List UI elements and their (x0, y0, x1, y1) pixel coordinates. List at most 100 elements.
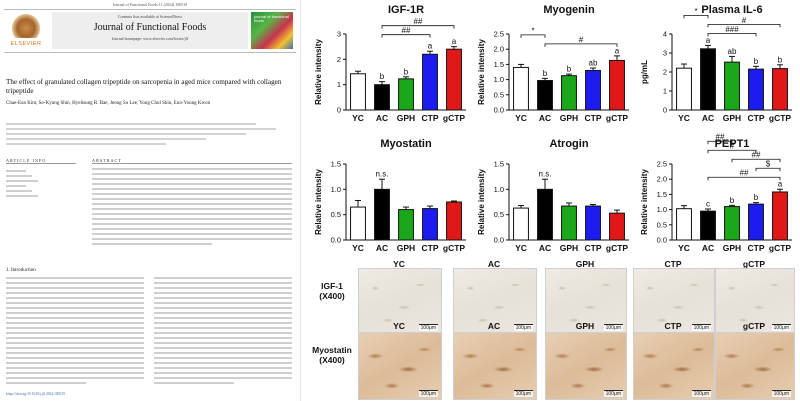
scale-bar: 100μm (418, 390, 438, 397)
y-tick-label: 2.0 (657, 175, 667, 184)
bar-yc (676, 67, 692, 111)
x-tick-label: AC (539, 113, 551, 123)
significance-letter: n.s. (539, 170, 552, 179)
chart-title: Myostatin (380, 138, 432, 150)
y-tick-label: 1.5 (494, 60, 504, 69)
bracket-label: ## (752, 151, 761, 160)
x-tick-label: CTP (748, 243, 765, 253)
scale-bar: 100μm (418, 324, 438, 331)
significance-bracket (683, 15, 709, 19)
y-axis-label: Relative intensity (640, 169, 649, 235)
significance-letter: b (380, 72, 385, 81)
bar-gctp (446, 201, 462, 241)
x-tick-label: YC (678, 113, 690, 123)
y-tick-label: 2 (337, 55, 341, 64)
y-tick-label: 3 (663, 49, 667, 58)
y-tick-label: 4 (663, 30, 667, 39)
body-line (6, 337, 144, 339)
chart-title: Myogenin (543, 4, 595, 16)
bar-gctp (609, 212, 625, 241)
affiliation-line (6, 133, 246, 135)
significance-letter: b (778, 55, 783, 64)
scale-bar: 100μm (603, 390, 623, 397)
abstract-line (92, 218, 292, 220)
scale-bar: 100μm (513, 324, 533, 331)
x-tick-label: CTP (422, 243, 439, 253)
body-line (6, 342, 144, 344)
significance-bracket (381, 34, 431, 38)
chart-igf1r: IGF-1R 0 1 2 3 Relative intensity YC AC b GPH b CTP… (312, 2, 472, 130)
body-line (154, 337, 292, 339)
abstract-line (92, 183, 292, 185)
body-line (154, 292, 292, 294)
group-label: gCTP (742, 321, 766, 331)
row-label: Myostatin (X400) (310, 345, 354, 365)
significance-bracket (707, 33, 757, 37)
micrograph-myostatin-gctp: 100μm (715, 332, 795, 400)
abstract-line (92, 203, 292, 205)
journal-title-box: Contents lists available at ScienceDirec… (52, 12, 248, 49)
significance-letter: b (754, 193, 759, 202)
y-tick-label: 2 (663, 68, 667, 77)
body-line (154, 322, 292, 324)
body-line (154, 357, 292, 359)
abstract-line (92, 238, 292, 240)
significance-letter: b (567, 65, 572, 74)
bar-gctp (772, 191, 788, 241)
micrograph-myostatin-yc: 100μm (358, 332, 442, 400)
bar-yc (513, 66, 529, 111)
body-line (6, 312, 144, 314)
keyword-line (6, 170, 26, 172)
body-line (6, 347, 144, 349)
abstract-line (92, 168, 292, 170)
article-info-heading: ARTICLE INFO (6, 158, 76, 164)
chart-myogenin: Myogenin 0.0 0.5 1.0 1.5 2.0 2.5 Relative inten… (475, 2, 635, 130)
abstract-line (92, 208, 292, 210)
body-line (154, 362, 292, 364)
group-label: GPH (575, 259, 595, 269)
doi-link[interactable]: https://doi.org/10.1016/j.jff.2024.10051… (6, 392, 65, 396)
bar-gph (561, 75, 577, 111)
abstract-line (92, 233, 292, 235)
body-line (6, 292, 144, 294)
x-tick-label: YC (352, 113, 364, 123)
x-tick-label: CTP (748, 113, 765, 123)
atrogin-bar-chart: Atrogin 0.0 0.5 1.0 1.5 Relative intensity YC A… (477, 138, 629, 253)
row-label-magnification: (X400) (319, 355, 345, 365)
group-label: YC (393, 321, 405, 331)
scale-bar: 100μm (513, 390, 533, 397)
bracket-label: $ (766, 160, 771, 169)
bar-ac (374, 188, 390, 241)
cover-text: journal of functional foods (254, 14, 289, 24)
significance-letter: b (754, 57, 759, 66)
bar-ac (700, 210, 716, 241)
significance-bracket (520, 34, 546, 38)
row-label: IGF-1 (X400) (310, 281, 354, 301)
keyword-line (6, 190, 32, 192)
bar-gph (724, 206, 740, 241)
significance-letter: b (404, 67, 409, 76)
bracket-label: * (531, 26, 534, 35)
body-line (154, 372, 292, 374)
significance-letter: b (730, 196, 735, 205)
row-label-magnification: (X400) (319, 291, 345, 301)
significance-bracket (707, 176, 781, 181)
significance-letter: a (706, 36, 711, 45)
body-line (6, 352, 144, 354)
x-tick-label: AC (702, 243, 714, 253)
scale-bar: 100μm (771, 390, 791, 397)
body-line (154, 307, 292, 309)
scale-bar: 100μm (691, 324, 711, 331)
group-label: CTP (664, 321, 682, 331)
paper-first-page: Journal of Functional Foods 11 (2024) 10… (0, 0, 301, 401)
bracket-label: # (579, 35, 584, 44)
chart-pept1: PEPT1 0.0 0.5 1.0 1.5 2.0 2.5 Relative intensit… (638, 133, 798, 260)
body-line (154, 327, 292, 329)
significance-bracket (731, 158, 781, 163)
x-tick-label: GPH (723, 113, 741, 123)
bracket-label: * (694, 7, 697, 16)
significance-bracket (755, 167, 781, 172)
y-tick-label: 0.5 (657, 220, 667, 229)
y-tick-label: 0.0 (494, 236, 504, 245)
x-tick-label: GPH (560, 243, 578, 253)
